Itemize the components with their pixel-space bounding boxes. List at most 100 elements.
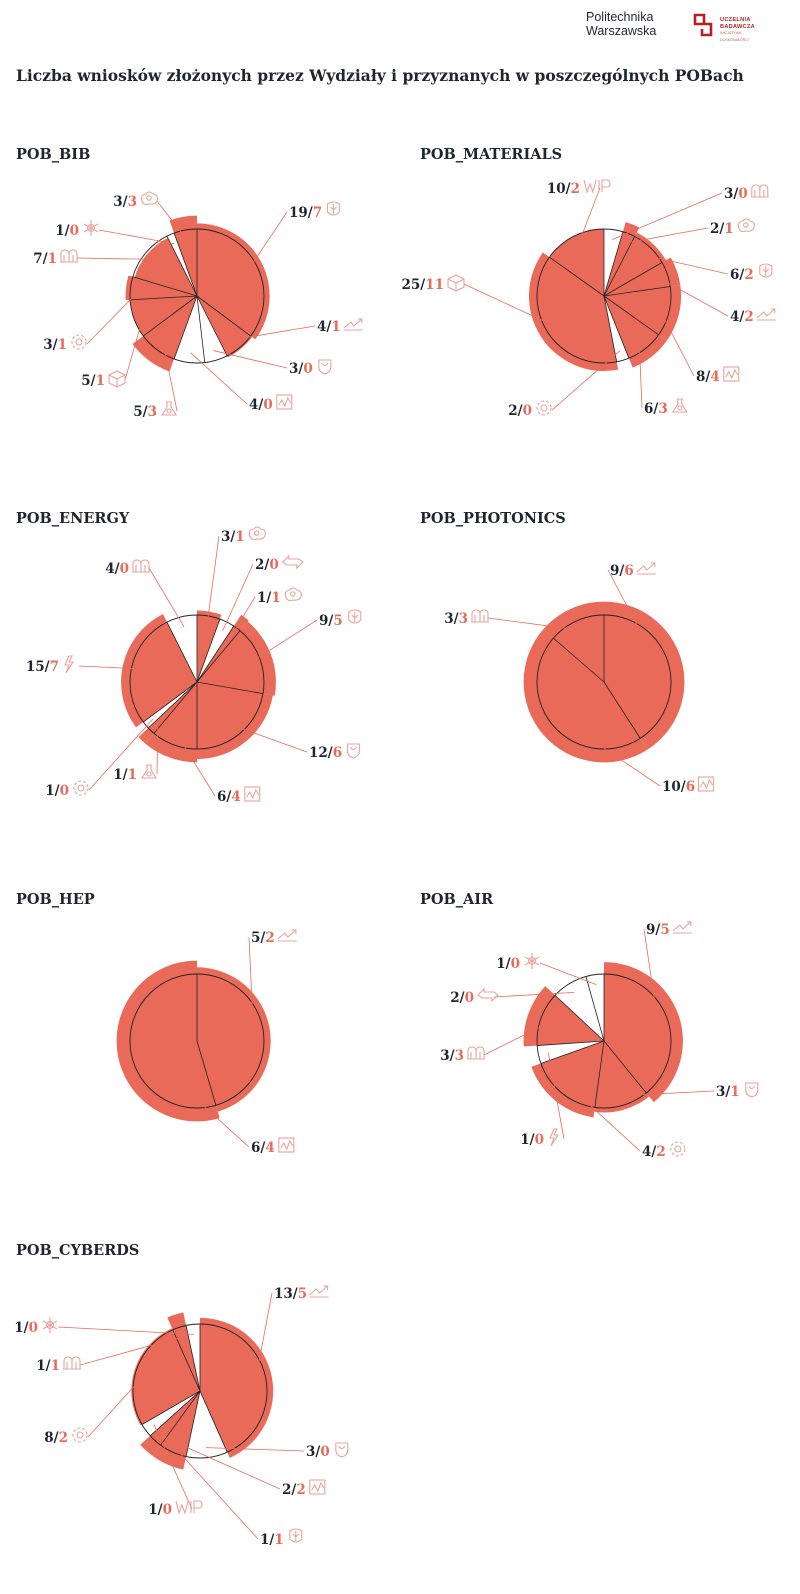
leader-line: [539, 962, 597, 985]
submitted-count: 10/: [547, 181, 571, 197]
zigzag-arrow-icon: [309, 1285, 329, 1298]
politechnika-logo: Politechnika Warszawska: [586, 10, 656, 38]
page-title: Liczba wniosków złożonych przez Wydziały…: [16, 66, 744, 85]
cube-icon: [447, 274, 465, 292]
awarded-count: 5: [660, 922, 669, 938]
slice-label: 4/0: [249, 397, 273, 413]
wedge-pob-energy-2: [197, 614, 249, 682]
wedge-pob-materials-8: [549, 229, 604, 296]
tree-crest-icon: [759, 263, 773, 278]
slice-separator: [603, 295, 630, 359]
slice-separator: [130, 295, 198, 301]
zigzag-arrow-icon: [756, 308, 776, 321]
cloud-drop-icon: [284, 587, 302, 602]
wedge-pob-cyberds-2: [152, 1391, 200, 1470]
slice-separator: [196, 1040, 217, 1106]
wedge-pob-materials-7: [528, 252, 619, 372]
leader-line: [177, 735, 216, 797]
leader-line: [643, 254, 729, 275]
awarded-count: 2: [744, 309, 753, 325]
leader-line: [161, 1433, 259, 1540]
submitted-count: 13/: [274, 1286, 298, 1302]
badge-text: UCZELNIA BADAWCZA INICJATYWA DOSKONAŁOŚC…: [720, 17, 756, 43]
awarded-count: 2: [59, 1430, 68, 1446]
awarded-count: 0: [263, 397, 272, 413]
wedge-pob-bib-4: [132, 296, 197, 372]
slice-separator: [603, 286, 671, 297]
slice-separator: [603, 681, 641, 739]
slice-label: 8/4: [696, 369, 720, 385]
slice-label: 3/0: [289, 361, 313, 377]
chart-title-pob-air: POB_AIR: [420, 891, 494, 908]
wedge-pob-cyberds-6: [167, 1312, 200, 1391]
chart-title-pob-energy: POB_ENERGY: [16, 510, 130, 527]
logo-line-2: Warszawska: [586, 24, 657, 38]
flask-icon: [671, 398, 688, 413]
slice-label: 4/1: [317, 319, 341, 335]
awarded-count: 2: [571, 181, 580, 197]
awarded-count: 0: [303, 361, 312, 377]
submitted-count: 1/: [14, 1320, 28, 1336]
slice-separator: [603, 295, 659, 336]
gear-flower-icon: [71, 334, 87, 350]
submitted-count: 1/: [55, 223, 69, 239]
slice-label: 4/2: [642, 1144, 666, 1160]
flask-icon: [141, 764, 157, 779]
wedge-pob-energy-4: [197, 682, 273, 760]
slice-label: 1/0: [148, 1502, 172, 1518]
leader-line: [567, 1084, 641, 1152]
slice-separator: [185, 1325, 201, 1392]
shield-crest-icon: [335, 1442, 349, 1458]
slice-separator: [196, 295, 251, 337]
submitted-count: 4/: [642, 1144, 656, 1160]
wedge-pob-bib-9: [169, 215, 197, 296]
submitted-count: 3/: [113, 194, 127, 210]
slice-separator: [603, 1040, 647, 1094]
cloud-drop-icon: [140, 191, 159, 206]
slice-label: 6/4: [217, 789, 241, 805]
leader-line: [206, 535, 220, 626]
submitted-count: 1/: [113, 767, 127, 783]
slice-separator: [185, 1390, 201, 1457]
submitted-count: 3/: [306, 1444, 320, 1460]
slice-label: 13/5: [274, 1286, 307, 1302]
chart-title-pob-cyberds: POB_CYBERDS: [16, 1242, 140, 1259]
leader-line: [625, 227, 709, 244]
slice-label: 9/6: [610, 563, 634, 579]
submitted-count: 4/: [730, 309, 744, 325]
leader-line: [547, 1052, 565, 1140]
awarded-count: 0: [120, 561, 129, 577]
slice-label: 6/4: [251, 1140, 275, 1156]
gear-flower-icon: [73, 780, 89, 796]
slice-separator: [594, 1040, 605, 1108]
slice-label: 3/1: [716, 1084, 740, 1100]
submitted-count: 3/: [440, 1048, 454, 1064]
leader-line: [463, 283, 557, 328]
chart-title-pob-bib: POB_BIB: [16, 146, 91, 163]
slice-label: 4/0: [105, 561, 129, 577]
chart-square-icon: [723, 366, 740, 382]
awarded-count: 1: [724, 221, 733, 237]
submitted-count: 4/: [317, 319, 331, 335]
submitted-count: 6/: [251, 1140, 265, 1156]
awarded-count: 1: [331, 319, 340, 335]
slice-label: 3/3: [113, 194, 137, 210]
submitted-count: 4/: [249, 397, 263, 413]
leader-line: [213, 350, 288, 369]
awarded-count: 0: [70, 223, 79, 239]
submitted-count: 5/: [251, 930, 265, 946]
leader-line: [140, 1048, 250, 1148]
submitted-count: 1/: [520, 1132, 534, 1148]
slice-separator: [172, 1329, 201, 1392]
badge-line-2: BADAWCZA: [720, 23, 756, 30]
slice-label: 10/6: [662, 779, 695, 795]
m-pillars-icon: [63, 1356, 81, 1370]
leader-line: [205, 1447, 305, 1452]
leader-line: [230, 596, 256, 637]
slice-label: 5/1: [81, 373, 105, 389]
awarded-count: 1: [128, 767, 137, 783]
awarded-count: 1: [235, 529, 244, 545]
snowflake-icon: [83, 220, 99, 236]
